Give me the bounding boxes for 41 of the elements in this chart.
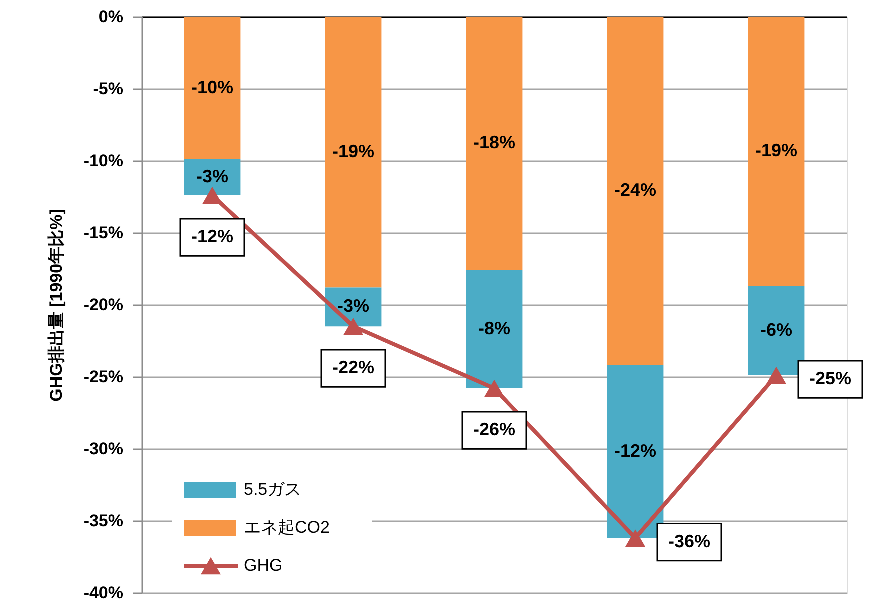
data-label: -25% — [809, 368, 852, 389]
bar — [325, 17, 382, 288]
y-tick-label: -20% — [84, 296, 124, 314]
point — [766, 366, 786, 384]
bar — [748, 286, 805, 376]
bar — [184, 17, 241, 160]
data-label: -36% — [668, 531, 711, 552]
y-axis-title: GHG排出量 [1990年比%] — [46, 209, 66, 402]
y-tick-label: -35% — [84, 512, 124, 530]
data-label: -3% — [337, 296, 370, 316]
bar — [607, 17, 664, 366]
y-tick-label: -30% — [84, 440, 124, 458]
y-tick-label: 0% — [98, 8, 124, 26]
data-label: -18% — [473, 132, 516, 153]
point — [344, 318, 364, 336]
data-label: -3% — [196, 166, 229, 187]
y-tick-label: -25% — [84, 368, 124, 386]
data-label: -19% — [332, 141, 375, 162]
data-label: -19% — [755, 140, 798, 161]
y-tick-label: -10% — [84, 152, 124, 170]
bar — [466, 270, 523, 389]
data-label: -24% — [614, 180, 657, 200]
legend-label: 5.5ガス — [244, 480, 302, 499]
data-label: -26% — [473, 420, 516, 440]
data-label: -10% — [191, 77, 234, 98]
bar — [466, 17, 523, 270]
y-tick-label: -5% — [93, 80, 124, 98]
bar — [748, 17, 805, 286]
y-tick-label: -15% — [84, 224, 124, 242]
y-tick-label: -40% — [84, 584, 124, 602]
point — [626, 530, 646, 547]
data-label: -12% — [191, 226, 234, 247]
point — [484, 380, 504, 398]
data-label: -22% — [332, 358, 375, 378]
point — [202, 186, 222, 204]
legend-label: GHG — [244, 556, 283, 575]
data-label: -6% — [760, 320, 793, 340]
bar — [607, 365, 664, 538]
data-label: -12% — [614, 440, 657, 461]
legend-label: エネ起CO2 — [244, 518, 330, 537]
data-label: -8% — [478, 318, 511, 338]
